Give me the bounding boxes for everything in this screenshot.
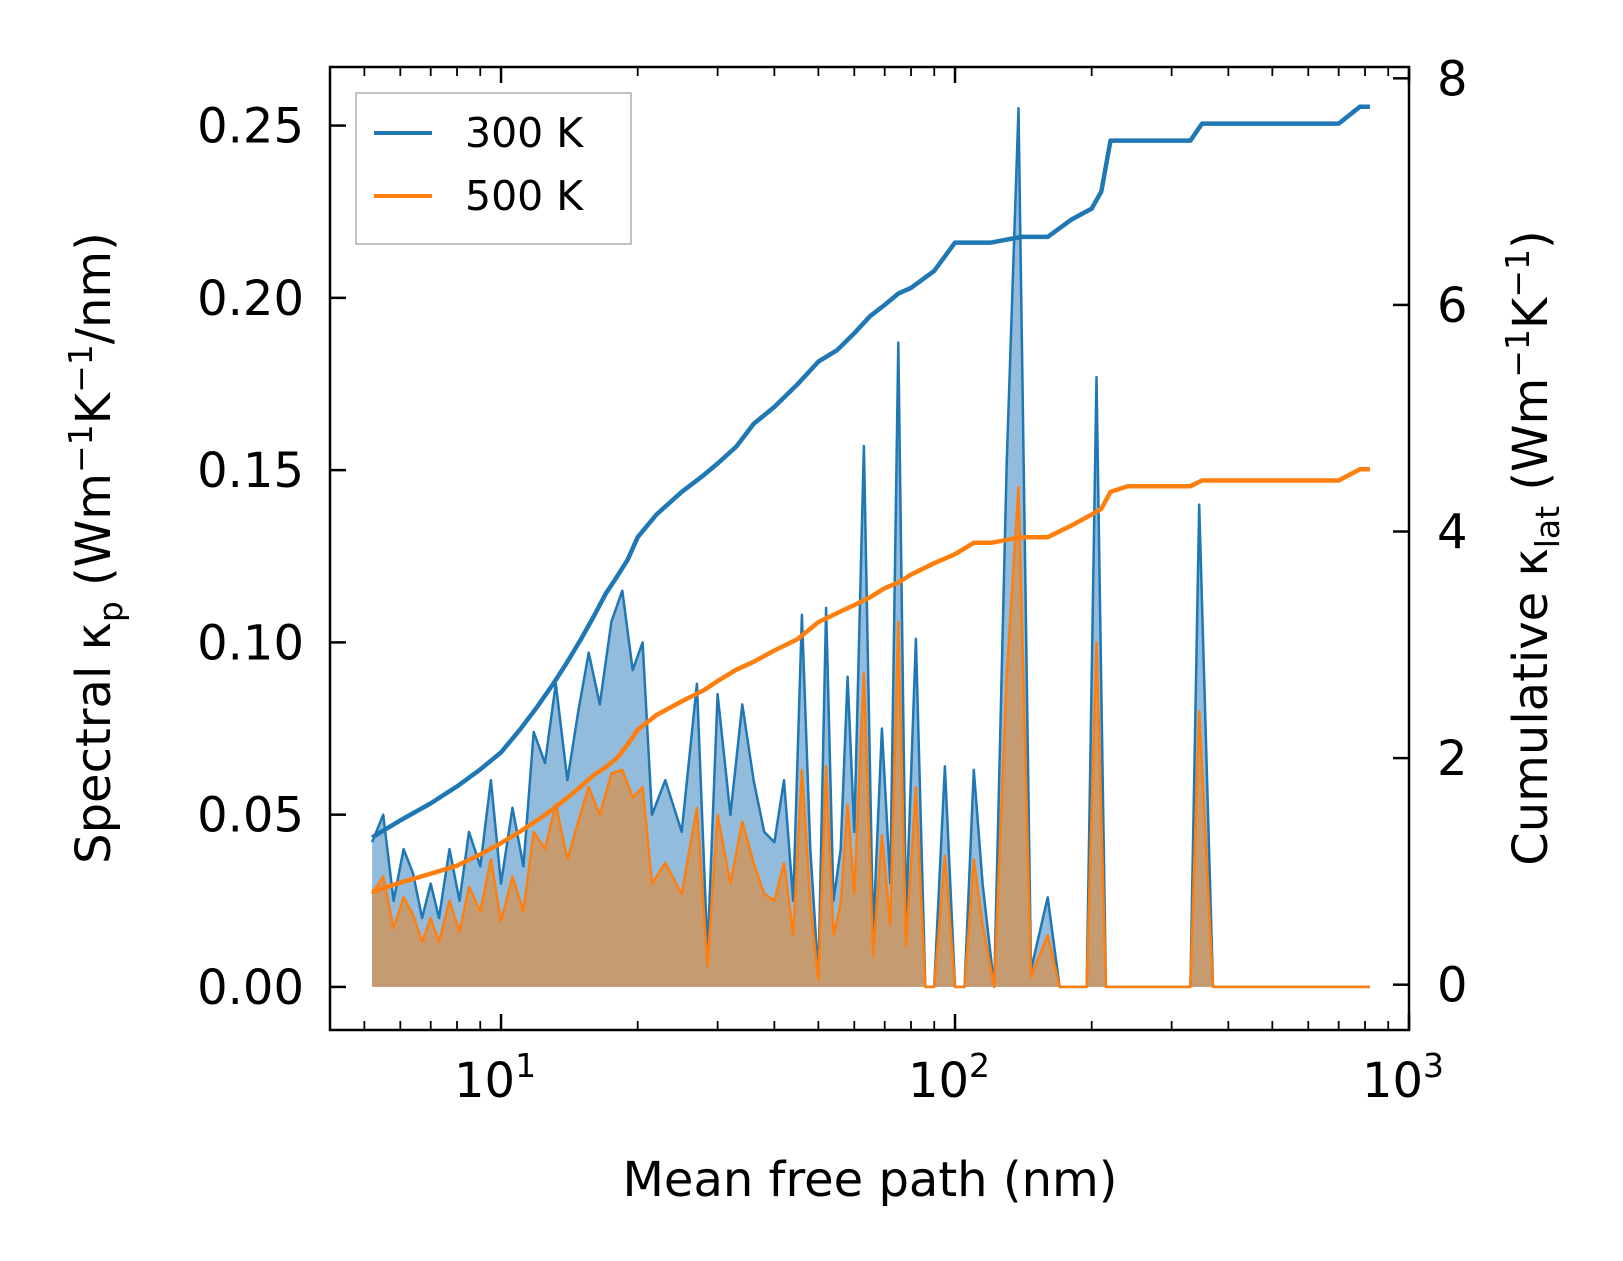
y-left-tick-label: 0.25 (197, 99, 304, 155)
y-axis-left-label: Spectral κp (Wm−1K−1/nm) (61, 232, 130, 864)
spectral-line-500k (371, 486, 1370, 989)
cumulative-line-500k (371, 466, 1370, 894)
y-axis-right-label: Cumulative κlat (Wm−1K−1) (1498, 230, 1567, 866)
y-right-tick-label: 6 (1437, 278, 1468, 334)
y-left-tick-label: 0.15 (197, 443, 304, 499)
x-tick-label: 101 (454, 1046, 536, 1109)
spectral-area-300k (372, 108, 1370, 987)
y-left-tick-label: 0.00 (197, 960, 304, 1016)
x-tick-label: 102 (908, 1046, 990, 1109)
y-left-tick-label: 0.10 (197, 615, 304, 671)
legend-label-500k: 500 K (465, 172, 584, 220)
ticks: 0.00 0.05 0.10 0.15 0.20 0.25 0 2 4 6 8 101 102 103 (197, 51, 1467, 1109)
y-right-tick-label: 2 (1437, 731, 1468, 787)
legend: 300 K 500 K (355, 92, 632, 245)
y-right-tick-label: 0 (1437, 958, 1468, 1014)
legend-label-300k: 300 K (465, 109, 584, 157)
plot-area (370, 104, 1370, 989)
spectral-line-300k (370, 107, 1370, 989)
y-left-tick-label: 0.05 (197, 788, 304, 844)
axes-frame (328, 65, 1411, 1032)
y-right-tick-label: 4 (1437, 505, 1468, 561)
x-tick-label: 103 (1362, 1046, 1444, 1109)
y-right-tick-label: 8 (1437, 51, 1468, 107)
cumulative-line-300k (370, 104, 1370, 840)
y-left-tick-label: 0.20 (197, 271, 304, 327)
spectral-area-500k (372, 487, 1370, 987)
legend-box (355, 92, 632, 245)
x-axis-label: Mean free path (nm) (623, 1152, 1118, 1208)
